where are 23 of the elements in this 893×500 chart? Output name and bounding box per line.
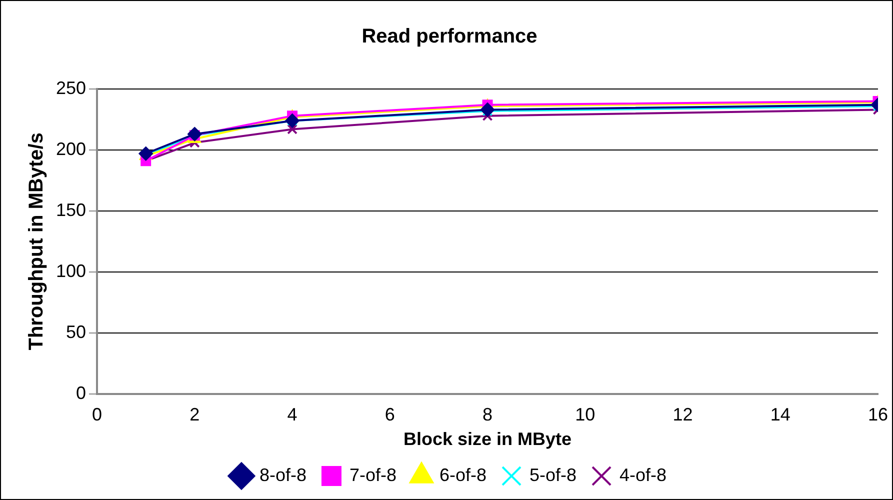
y-tick-label: 250	[56, 78, 86, 98]
y-tick-label: 150	[56, 200, 86, 220]
legend-label: 6-of-8	[439, 464, 487, 485]
legend-label: 5-of-8	[530, 464, 577, 485]
y-tick-label: 50	[66, 322, 86, 342]
x-tick-label: 8	[482, 404, 493, 425]
chart-title: Read performance	[362, 26, 538, 48]
x-tick-label: 0	[92, 404, 102, 425]
x-tick-label: 4	[287, 404, 298, 425]
x-tick-label: 12	[672, 404, 693, 425]
legend-label: 4-of-8	[620, 464, 667, 485]
legend-label: 8-of-8	[259, 464, 306, 485]
x-tick-label: 10	[575, 404, 596, 425]
legend-label: 7-of-8	[349, 464, 396, 485]
x-axis-title: Block size in MByte	[403, 429, 572, 450]
x-tick-label: 6	[384, 404, 395, 425]
x-tick-label: 14	[770, 404, 790, 425]
y-tick-label: 200	[56, 138, 86, 159]
x-tick-label: 2	[190, 404, 200, 425]
y-axis-title: Throughput in MByte/s	[26, 132, 48, 350]
x-tick-label: 16	[868, 404, 888, 425]
y-tick-label: 100	[56, 260, 86, 281]
y-tick-label: 0	[76, 382, 86, 403]
